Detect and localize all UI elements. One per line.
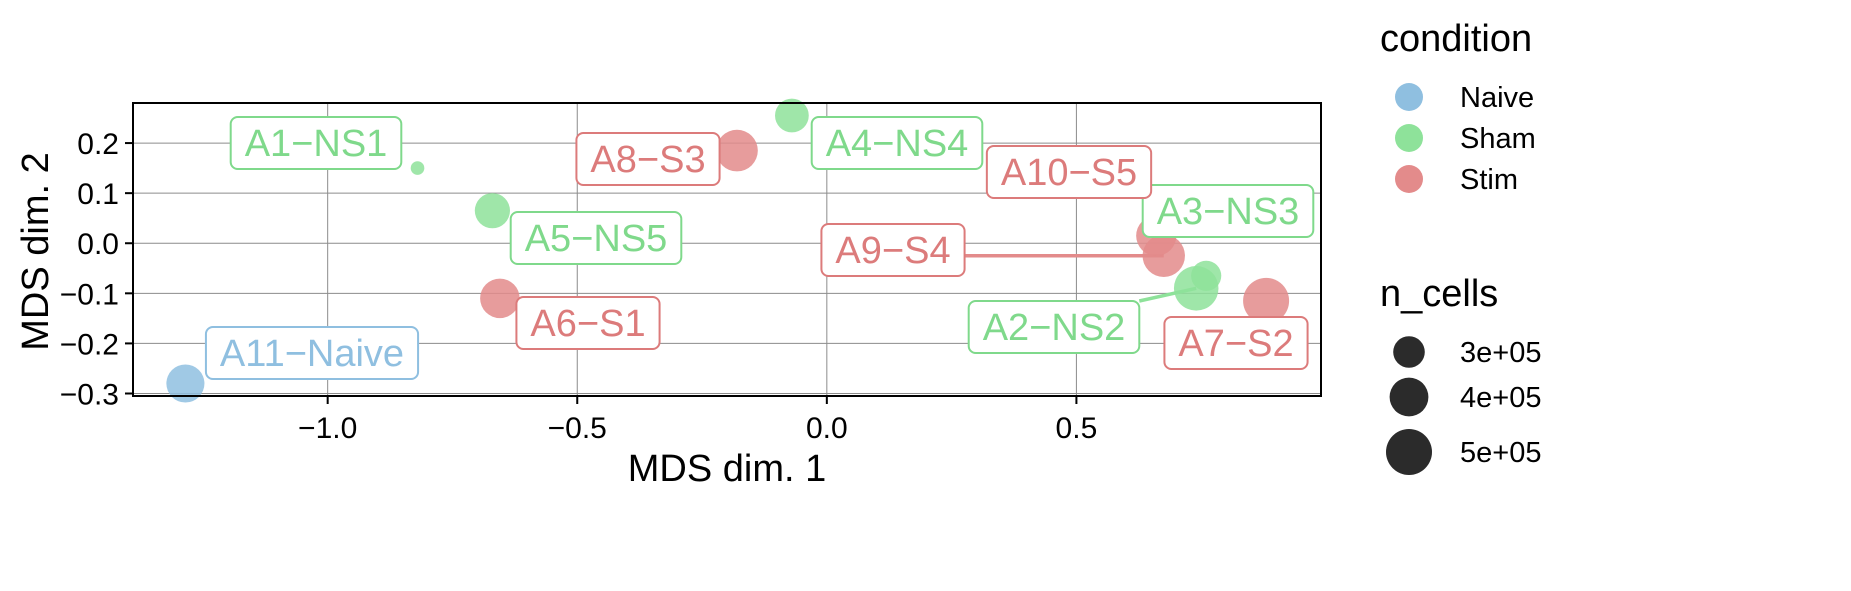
- data-point: [716, 129, 758, 172]
- legend-condition-entries: Naive Sham Stim: [1395, 82, 1536, 196]
- legend-label: Sham: [1460, 123, 1536, 155]
- data-point: [480, 278, 520, 319]
- point-label-text: A2−NS2: [983, 307, 1126, 349]
- point-label-box: [509, 211, 683, 265]
- point-label-text: A10−S5: [1001, 152, 1137, 194]
- point-label-text: A8−S3: [590, 139, 705, 181]
- point-label-box: [515, 296, 661, 350]
- data-point: [474, 193, 510, 229]
- x-tick-label: −1.0: [298, 412, 357, 445]
- point-label-box: [820, 223, 966, 277]
- legend-size-label: 5e+05: [1460, 437, 1541, 469]
- point-label-text: A11−Naive: [220, 333, 404, 375]
- y-tick-label: 0.1: [77, 178, 119, 211]
- y-tick-label: 0.0: [77, 228, 119, 261]
- point-label-box: [204, 326, 420, 380]
- point-label-box: [229, 116, 403, 170]
- y-tick-label: −0.1: [60, 278, 119, 311]
- data-point: [775, 98, 809, 133]
- x-tick-label: −0.5: [548, 412, 607, 445]
- y-tick-label: 0.2: [77, 128, 119, 161]
- point-label-text: A3−NS3: [1157, 191, 1300, 233]
- point-label-text: A9−S4: [835, 230, 950, 272]
- point-label-box: [967, 300, 1141, 354]
- point-label: A6−S1: [515, 296, 661, 350]
- data-point: [1243, 277, 1290, 324]
- data-point: [1191, 260, 1222, 291]
- plot-frame: [132, 102, 1322, 397]
- legend-size-entries: 3e+05 4e+05 5e+05: [1386, 336, 1541, 475]
- point-label: A10−S5: [985, 145, 1153, 199]
- legend-size-swatch: [1389, 377, 1429, 417]
- data-point: [410, 161, 425, 175]
- legend-swatch: [1395, 124, 1423, 152]
- point-label: A3−NS3: [1141, 184, 1315, 238]
- y-tick-label: −0.2: [60, 328, 119, 361]
- legend: condition Naive Sham Stim n_cells 3e+05 4e+…: [1380, 18, 1541, 475]
- y-tick-label: −0.3: [60, 378, 119, 411]
- point-labels: A1−NS1 A2−NS2 A3−NS3 A4−NS4 A5−NS5 A6−S1 A7−S2…: [204, 116, 1315, 380]
- legend-label: Stim: [1460, 164, 1518, 196]
- point-label: A5−NS5: [509, 211, 683, 265]
- point-label-box: [1163, 316, 1309, 370]
- legend-size-label: 3e+05: [1460, 337, 1541, 369]
- point-label-text: A7−S2: [1178, 323, 1293, 365]
- x-axis-ticks: −1.0 −0.5 0.0 0.5: [298, 396, 1097, 445]
- point-label-box: [810, 116, 984, 170]
- legend-size-swatch: [1393, 336, 1425, 368]
- x-tick-label: 0.5: [1056, 412, 1098, 445]
- point-label: A11−Naive: [204, 326, 420, 380]
- point-label-box: [1141, 184, 1315, 238]
- point-label: A7−S2: [1163, 316, 1309, 370]
- y-axis-ticks: −0.3 −0.2 −0.1 0.0 0.1 0.2: [60, 128, 133, 411]
- point-label-box: [985, 145, 1153, 199]
- legend-size-title: n_cells: [1380, 273, 1498, 315]
- point-label-text: A6−S1: [530, 303, 645, 345]
- point-label-box: [575, 132, 721, 186]
- point-label: A8−S3: [575, 132, 721, 186]
- legend-size-swatch: [1386, 429, 1432, 475]
- point-label: A4−NS4: [810, 116, 984, 170]
- point-label: A2−NS2: [967, 300, 1141, 354]
- legend-label: Naive: [1460, 82, 1534, 114]
- data-point: [166, 364, 205, 403]
- point-label: A9−S4: [820, 223, 966, 277]
- legend-condition-title: condition: [1380, 18, 1532, 60]
- point-label-text: A5−NS5: [525, 218, 668, 260]
- x-axis-title: MDS dim. 1: [628, 448, 826, 490]
- point-label: A1−NS1: [229, 116, 403, 170]
- point-label-text: A1−NS1: [245, 123, 388, 165]
- y-axis-title: MDS dim. 2: [15, 152, 57, 350]
- point-label-text: A4−NS4: [826, 123, 969, 165]
- legend-size-label: 4e+05: [1460, 382, 1541, 414]
- legend-swatch: [1395, 165, 1423, 193]
- x-tick-label: 0.0: [806, 412, 848, 445]
- legend-swatch: [1395, 83, 1423, 111]
